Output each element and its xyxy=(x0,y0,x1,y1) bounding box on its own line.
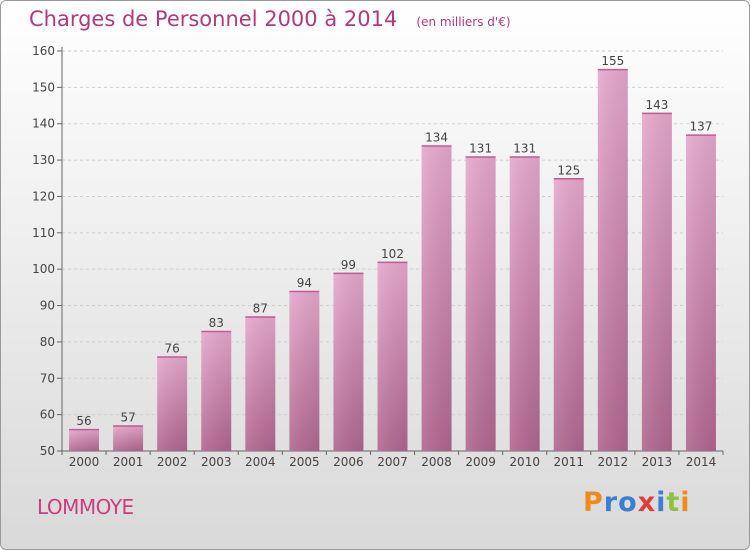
x-tick-label-2013: 2013 xyxy=(642,455,673,469)
y-tick-label: 110 xyxy=(32,226,55,240)
chart-subtitle: (en milliers d'€) xyxy=(416,15,511,29)
x-tick-label-2001: 2001 xyxy=(113,455,144,469)
y-tick-label: 150 xyxy=(32,80,55,94)
y-tick-label: 160 xyxy=(32,44,55,58)
value-label-2009: 131 xyxy=(469,141,492,155)
logo-letter: x xyxy=(637,487,657,518)
logo-letter: t xyxy=(666,487,681,518)
labels: 50 60 70 80 90 100 110 120 130 140 150 160 56 2000 57 2… xyxy=(32,44,716,469)
x-tick-label-2005: 2005 xyxy=(289,455,320,469)
value-label-2014: 137 xyxy=(690,120,713,134)
bar-shade-2012 xyxy=(597,69,628,451)
title-row: Charges de Personnel 2000 à 2014 (en mil… xyxy=(29,7,511,31)
proxiti-logo: Proxiti xyxy=(583,487,691,518)
value-label-2003: 83 xyxy=(209,316,224,330)
bar-shade-2014 xyxy=(685,134,716,452)
bar-shade-2002 xyxy=(157,356,188,451)
x-tick-label-2003: 2003 xyxy=(201,455,232,469)
value-label-2006: 99 xyxy=(341,258,356,272)
bars xyxy=(69,68,716,452)
x-tick-label-2009: 2009 xyxy=(465,455,496,469)
logo-letter: r xyxy=(603,487,619,518)
x-tick-label-2002: 2002 xyxy=(157,455,188,469)
value-label-2000: 56 xyxy=(76,414,91,428)
x-tick-label-2008: 2008 xyxy=(421,455,452,469)
x-tick-label-2004: 2004 xyxy=(245,455,276,469)
value-label-2002: 76 xyxy=(165,341,180,355)
bar-shade-2011 xyxy=(553,178,584,452)
chart-title: Charges de Personnel 2000 à 2014 xyxy=(29,7,398,31)
logo-letter: i xyxy=(680,487,691,518)
value-label-2013: 143 xyxy=(645,98,668,112)
logo-letter: i xyxy=(656,487,667,518)
bar-shade-2001 xyxy=(113,425,144,451)
y-tick-label: 80 xyxy=(40,335,55,349)
value-label-2004: 87 xyxy=(253,301,268,315)
bar-shade-2004 xyxy=(245,316,276,451)
x-tick-label-2010: 2010 xyxy=(509,455,540,469)
y-tick-label: 50 xyxy=(40,444,55,458)
value-label-2005: 94 xyxy=(297,276,312,290)
x-tick-label-2007: 2007 xyxy=(377,455,408,469)
bar-shade-2008 xyxy=(421,145,452,451)
value-label-2010: 131 xyxy=(513,141,536,155)
value-label-2012: 155 xyxy=(601,54,624,68)
value-label-2007: 102 xyxy=(381,247,404,261)
y-tick-label: 60 xyxy=(40,408,55,422)
bar-shade-2009 xyxy=(465,156,496,452)
value-label-2001: 57 xyxy=(120,411,135,425)
y-tick-label: 130 xyxy=(32,153,55,167)
bar-shade-2003 xyxy=(201,331,232,451)
bar-shade-2013 xyxy=(641,112,672,452)
y-tick-label: 70 xyxy=(40,371,55,385)
logo-letter: o xyxy=(618,487,638,518)
y-tick-label: 90 xyxy=(40,299,55,313)
value-label-2008: 134 xyxy=(425,131,448,145)
bar-shade-2010 xyxy=(509,156,540,452)
x-tick-label-2014: 2014 xyxy=(686,455,717,469)
y-tick-label: 120 xyxy=(32,189,55,203)
y-tick-label: 100 xyxy=(32,262,55,276)
bar-shade-2006 xyxy=(333,272,364,451)
x-tick-label-2000: 2000 xyxy=(69,455,100,469)
x-tick-label-2011: 2011 xyxy=(553,455,584,469)
logo-letter: P xyxy=(583,487,604,518)
bar-shade-2007 xyxy=(377,261,408,451)
x-tick-label-2012: 2012 xyxy=(598,455,629,469)
bar-shade-2005 xyxy=(289,291,320,451)
bar-shade-2000 xyxy=(69,429,100,451)
value-label-2011: 125 xyxy=(557,163,580,177)
x-tick-label-2006: 2006 xyxy=(333,455,364,469)
commune-name: LOMMOYE xyxy=(37,495,134,519)
y-tick-label: 140 xyxy=(32,117,55,131)
